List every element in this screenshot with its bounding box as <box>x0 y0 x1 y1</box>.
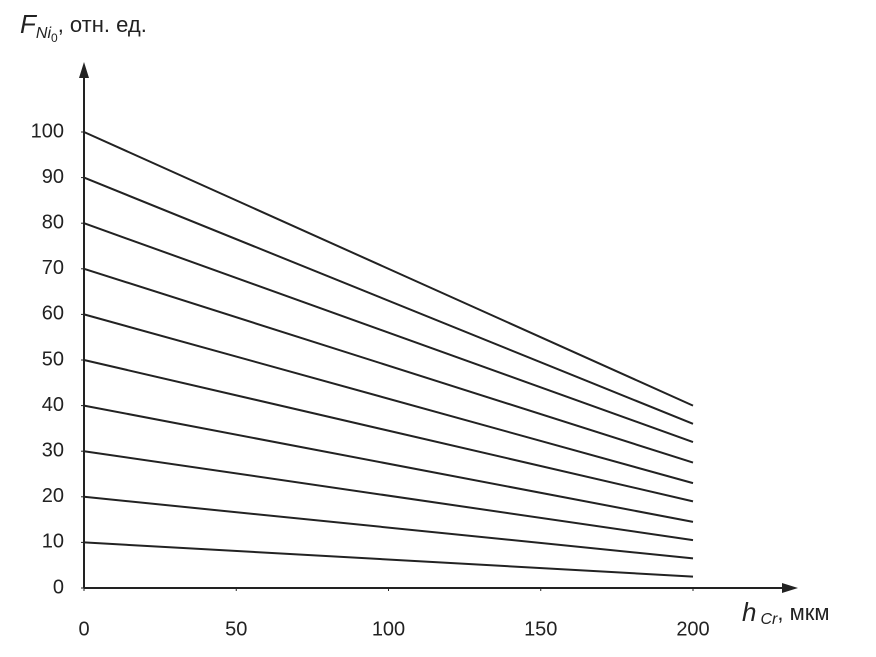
x-tick-label: 200 <box>676 618 709 640</box>
x-tick-label: 150 <box>524 618 557 640</box>
y-axis-arrow <box>79 62 89 78</box>
data-line <box>83 541 694 578</box>
y-tick-label: 60 <box>42 303 64 325</box>
y-label-unit: , отн. ед. <box>58 12 147 37</box>
x-label-symbol: h <box>742 597 756 627</box>
y-tick-label: 100 <box>31 120 64 142</box>
data-line <box>83 359 694 503</box>
y-tick-label: 70 <box>42 257 64 279</box>
y-label-symbol: F <box>20 9 38 39</box>
data-line <box>83 176 694 425</box>
data-line <box>83 313 694 485</box>
data-line <box>83 404 694 523</box>
y-axis-label: FNi0, отн. ед. <box>20 9 147 45</box>
x-label-unit: , мкм <box>777 600 829 625</box>
y-label-subsubscript: 0 <box>51 31 58 45</box>
data-line <box>83 267 694 464</box>
data-line <box>83 222 694 444</box>
x-tick-label: 100 <box>372 618 405 640</box>
x-axis-label: h Cr, мкм <box>742 597 829 628</box>
y-tick-label: 80 <box>42 211 64 233</box>
data-line <box>83 495 694 560</box>
y-tick-label: 90 <box>42 166 64 188</box>
y-tick-label: 30 <box>42 439 64 461</box>
y-tick-label: 50 <box>42 348 64 370</box>
y-tick-label: 0 <box>53 576 64 598</box>
x-label-subscript: Cr <box>760 611 778 628</box>
data-line <box>83 131 694 407</box>
x-tick-label: 50 <box>225 618 247 640</box>
y-tick-label: 20 <box>42 485 64 507</box>
y-tick-label: 40 <box>42 394 64 416</box>
y-label-subscript: Ni <box>36 25 52 42</box>
data-line <box>83 450 694 542</box>
x-tick-label: 0 <box>78 618 89 640</box>
y-tick-label: 10 <box>42 531 64 553</box>
x-axis-arrow <box>782 583 798 593</box>
